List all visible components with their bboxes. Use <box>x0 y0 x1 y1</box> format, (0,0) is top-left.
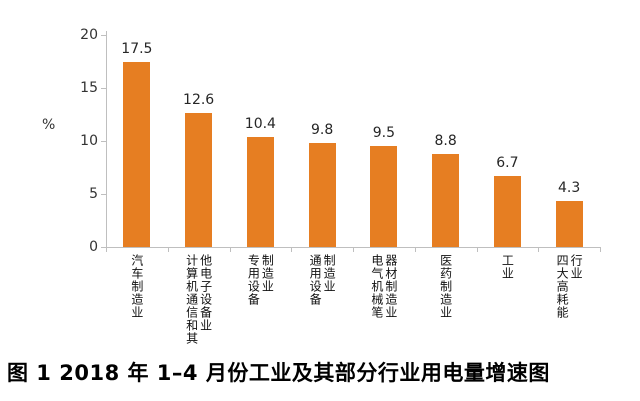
y-tick-mark <box>101 247 106 248</box>
x-category-label: 汽车制造业 <box>129 254 144 319</box>
x-category-label: 专用设备 制造业 <box>246 254 275 306</box>
x-tick-mark <box>414 247 416 252</box>
x-tick-mark <box>106 247 107 252</box>
bar <box>432 153 460 247</box>
x-tick-mark <box>600 247 601 252</box>
x-category-label: 工业 <box>500 254 515 280</box>
bar <box>185 113 213 247</box>
x-category-label: 电气机械笔 器材制造业 <box>369 254 398 319</box>
y-tick-label: 15 <box>80 80 98 96</box>
bar <box>493 175 521 247</box>
y-tick-label: 5 <box>89 186 98 202</box>
y-tick-mark <box>101 194 106 195</box>
x-category-label: 医药制造业 <box>438 254 453 319</box>
x-tick-mark <box>353 247 354 252</box>
bar <box>555 201 583 247</box>
bar <box>123 61 151 247</box>
y-tick-mark <box>101 35 106 36</box>
y-axis-line <box>106 31 107 248</box>
y-tick-label: 10 <box>80 133 98 149</box>
x-category-label: 计算机通信和其 他电子设备业 <box>184 254 213 345</box>
bar-value-label: 10.4 <box>244 115 276 132</box>
y-axis-title: % <box>42 117 56 133</box>
x-tick-mark <box>291 247 293 252</box>
bar-value-label: 4.3 <box>557 180 581 197</box>
bar-value-label: 9.8 <box>310 122 334 139</box>
bar <box>370 146 398 247</box>
x-tick-mark <box>167 247 169 252</box>
x-tick-mark <box>538 247 540 252</box>
bar-value-label: 12.6 <box>183 92 215 109</box>
y-tick-mark <box>101 88 106 89</box>
x-category-label: 通用设备 制造业 <box>308 254 337 306</box>
bar-value-label: 9.5 <box>372 125 396 142</box>
x-category-label: 四大高耗能 行业 <box>555 254 584 319</box>
x-tick-mark <box>476 247 478 252</box>
bar <box>308 143 336 247</box>
bar-value-label: 17.5 <box>121 40 153 57</box>
figure-caption: 图 1 2018 年 1–4 月份工业及其部分行业用电量增速图 <box>7 361 550 385</box>
bar-value-label: 8.8 <box>434 132 457 149</box>
x-tick-mark <box>229 247 231 252</box>
bar-chart-plot-area: % 0 5 10 15 20 17.5 汽车制造业 12.6 计算机通信和其 他电子设备业 10.… <box>42 27 601 345</box>
bar-value-label: 6.7 <box>496 154 519 171</box>
y-tick-mark <box>101 141 106 142</box>
y-tick-label: 0 <box>89 239 98 255</box>
y-tick-label: 20 <box>80 27 98 43</box>
bar <box>246 136 274 247</box>
